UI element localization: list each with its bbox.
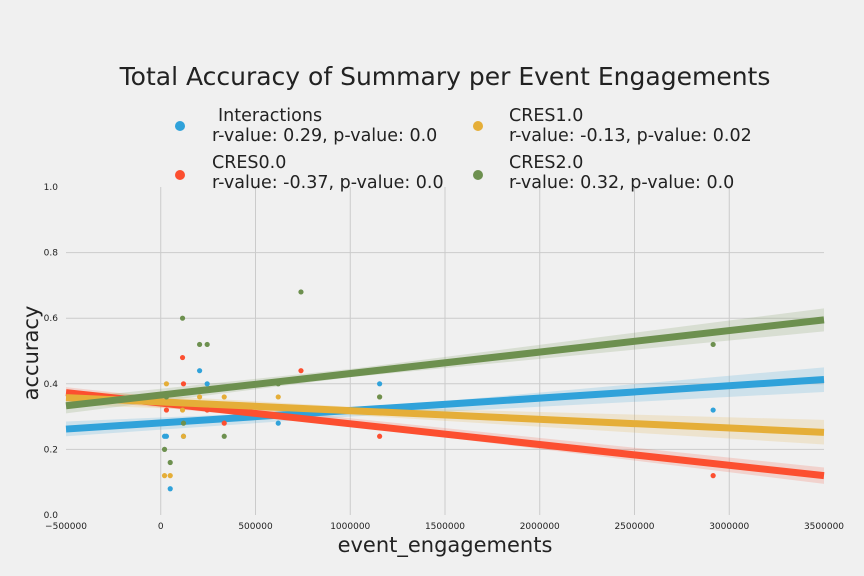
y-axis-label: accuracy: [19, 306, 43, 401]
data-point: [204, 407, 210, 413]
x-tick-label: 2500000: [614, 522, 654, 532]
legend-item-cres0: CRES0.0 r-value: -0.37, p-value: 0.0: [175, 153, 444, 193]
x-tick-label: 3000000: [709, 522, 749, 532]
data-point: [298, 368, 304, 374]
data-point: [167, 486, 173, 492]
legend: Interactions r-value: 0.29, p-value: 0.0…: [175, 106, 752, 193]
data-point: [179, 315, 186, 321]
legend-item-cres2: CRES2.0 r-value: 0.32, p-value: 0.0: [473, 153, 734, 193]
data-point: [377, 433, 383, 439]
data-point: [710, 341, 716, 348]
data-point: [377, 381, 383, 387]
x-tick-label: 2000000: [520, 522, 560, 532]
chart-title: Total Accuracy of Summary per Event Enga…: [119, 62, 771, 91]
regression-line-2: [65, 394, 825, 436]
x-tick-label: 1500000: [425, 522, 465, 532]
legend-series-stats: r-value: 0.32, p-value: 0.0: [509, 173, 734, 193]
x-tick-label: 500000: [238, 522, 273, 532]
x-tick-label: 1000000: [330, 522, 370, 532]
data-point: [161, 473, 168, 479]
y-tick-label: 0.4: [44, 380, 59, 390]
data-point: [204, 341, 210, 348]
data-point: [163, 433, 170, 439]
data-point: [196, 394, 203, 400]
scatter-points: [161, 289, 716, 492]
legend-series-name: CRES0.0: [212, 153, 286, 173]
y-tick-label: 0.2: [44, 445, 58, 455]
x-axis-label: event_engagements: [338, 533, 553, 558]
data-point: [196, 368, 203, 374]
legend-marker: [473, 121, 483, 131]
data-point: [180, 381, 187, 387]
legend-series-stats: r-value: -0.37, p-value: 0.0: [212, 173, 444, 193]
legend-marker: [473, 170, 483, 180]
regression-line-0: [65, 376, 825, 433]
data-point: [167, 473, 173, 479]
legend-item-cres1: CRES1.0 r-value: -0.13, p-value: 0.02: [473, 106, 752, 146]
x-tick-label: −500000: [45, 522, 87, 532]
data-point: [163, 407, 170, 413]
legend-item-interactions: Interactions r-value: 0.29, p-value: 0.0: [175, 106, 437, 146]
data-point: [163, 394, 170, 400]
legend-series-name: CRES1.0: [509, 106, 583, 126]
data-point: [377, 394, 383, 400]
y-tick-label: 0.0: [44, 511, 59, 521]
data-point: [710, 407, 716, 413]
legend-series-stats: r-value: 0.29, p-value: 0.0: [212, 126, 437, 146]
data-point: [196, 341, 203, 348]
data-point: [204, 381, 210, 387]
regression-lines: [65, 316, 825, 480]
data-point: [179, 407, 186, 413]
data-point: [710, 473, 716, 479]
data-point: [167, 459, 173, 466]
legend-series-stats: r-value: -0.13, p-value: 0.02: [509, 126, 752, 146]
legend-marker: [175, 121, 185, 131]
data-point: [180, 433, 187, 439]
x-tick-label: 0: [158, 522, 164, 532]
data-point: [163, 381, 170, 387]
data-point: [298, 289, 304, 295]
legend-series-name: CRES2.0: [509, 153, 583, 173]
data-point: [180, 420, 187, 426]
data-point: [161, 446, 168, 452]
x-tick-label: 3500000: [804, 522, 844, 532]
y-tick-label: 0.6: [44, 314, 59, 324]
regression-line-3: [65, 316, 825, 410]
data-point: [275, 394, 281, 400]
data-point: [275, 381, 281, 387]
data-point: [179, 354, 186, 361]
tick-labels: −500000 0 500000 1000000 1500000 2000000 25000…: [44, 183, 845, 532]
legend-marker: [175, 170, 185, 180]
y-tick-label: 1.0: [44, 183, 59, 193]
gridlines: [66, 187, 824, 515]
y-tick-label: 0.8: [44, 249, 59, 259]
data-point: [221, 433, 227, 439]
legend-series-name: Interactions: [218, 106, 322, 126]
data-point: [221, 394, 227, 400]
data-point: [275, 420, 281, 426]
data-point: [221, 420, 227, 426]
